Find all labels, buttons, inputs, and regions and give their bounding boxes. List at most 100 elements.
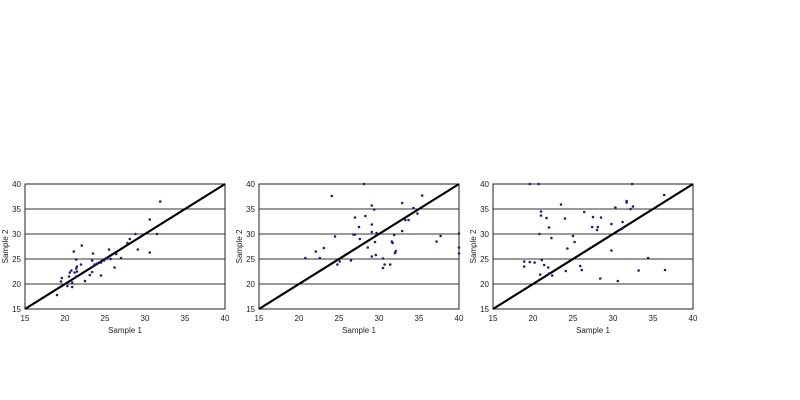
data-point — [375, 231, 378, 235]
data-point — [533, 261, 536, 264]
data-point — [148, 251, 152, 254]
data-point — [407, 218, 410, 222]
data-point — [637, 269, 640, 272]
data-point — [55, 293, 59, 297]
data-point — [547, 272, 551, 275]
x-tick-label: 40 — [689, 314, 698, 323]
data-point — [646, 256, 650, 260]
data-point — [75, 270, 79, 273]
data-point — [522, 265, 526, 268]
data-point — [70, 281, 74, 284]
x-tick-label: 40 — [455, 314, 464, 323]
data-point — [383, 263, 386, 266]
x-tick-label: 40 — [221, 314, 230, 323]
data-point — [540, 258, 544, 262]
data-point — [370, 255, 374, 258]
data-point — [394, 249, 398, 253]
data-point — [99, 274, 103, 277]
data-point — [596, 225, 600, 229]
y-tick-label: 40 — [480, 180, 489, 189]
x-tick-label: 30 — [141, 314, 150, 323]
data-point — [70, 269, 73, 272]
data-point — [119, 256, 123, 260]
data-point — [126, 241, 129, 245]
scatter-plot-1: 15 20 25 30 35 40 15 20 25 30 35 40 Sample 1 Sample 2 — [1, 180, 230, 335]
data-point — [370, 204, 374, 207]
data-point — [590, 225, 594, 229]
y-tick-label: 35 — [246, 205, 255, 214]
data-point — [412, 206, 415, 210]
data-point — [616, 279, 620, 283]
data-point — [400, 201, 404, 205]
data-point — [136, 248, 140, 251]
data-point — [571, 234, 575, 238]
data-point — [420, 194, 424, 197]
data-point — [550, 236, 553, 240]
data-point — [539, 210, 543, 213]
x-tick-label: 35 — [181, 314, 190, 323]
data-point — [559, 203, 563, 206]
data-point — [102, 259, 106, 262]
data-point — [95, 262, 99, 265]
data-point — [114, 252, 118, 256]
reference-line — [24, 183, 226, 310]
x-tick-label: 35 — [415, 314, 424, 323]
scatter-plot-3: 15 20 25 30 35 40 15 20 25 30 35 40 Sample 1 Sample 2 — [469, 180, 698, 335]
data-point — [538, 273, 542, 276]
data-point — [582, 210, 586, 214]
data-point — [381, 257, 385, 260]
data-point — [72, 250, 76, 253]
data-point — [333, 235, 337, 238]
y-tick-label: 20 — [480, 280, 489, 289]
data-point — [91, 265, 95, 268]
x-tick-label: 30 — [609, 314, 618, 323]
plot-frame — [24, 183, 226, 310]
data-point — [621, 220, 624, 224]
data-point — [314, 250, 318, 253]
data-point — [439, 234, 442, 238]
data-point — [404, 218, 407, 222]
data-point — [629, 207, 632, 211]
data-point — [74, 258, 78, 261]
y-tick-label: 40 — [246, 180, 255, 189]
y-axis-label: Sample 2 — [469, 229, 478, 263]
data-point — [598, 277, 602, 280]
y-tick-label: 20 — [246, 280, 255, 289]
data-point — [349, 259, 353, 262]
data-point — [381, 266, 385, 270]
data-point — [353, 233, 357, 236]
data-point — [90, 259, 94, 262]
data-point — [330, 194, 334, 198]
data-point — [573, 240, 576, 244]
data-point — [322, 246, 326, 250]
data-point — [366, 246, 370, 249]
data-point — [662, 193, 666, 197]
data-point — [66, 284, 69, 288]
data-point — [614, 206, 617, 209]
data-point — [563, 217, 567, 220]
x-tick-label: 25 — [569, 314, 578, 323]
x-tick-label: 25 — [335, 314, 344, 323]
data-point — [134, 232, 137, 236]
data-point — [59, 280, 63, 283]
y-tick-label: 25 — [246, 255, 255, 264]
y-tick-label: 30 — [480, 230, 489, 239]
data-point — [542, 263, 546, 267]
data-point — [107, 248, 111, 251]
data-point — [564, 269, 568, 273]
data-point — [106, 257, 109, 260]
data-point — [362, 182, 366, 186]
data-point — [74, 275, 78, 278]
data-point — [88, 273, 92, 277]
data-point — [99, 261, 103, 264]
x-tick-label: 20 — [61, 314, 70, 323]
y-tick-label: 15 — [480, 305, 489, 314]
data-point — [610, 249, 613, 252]
x-tick-label: 15 — [489, 314, 498, 323]
data-point — [83, 279, 87, 283]
data-point — [148, 218, 152, 221]
data-point — [537, 182, 540, 186]
data-point — [128, 237, 132, 241]
data-point — [566, 247, 569, 250]
